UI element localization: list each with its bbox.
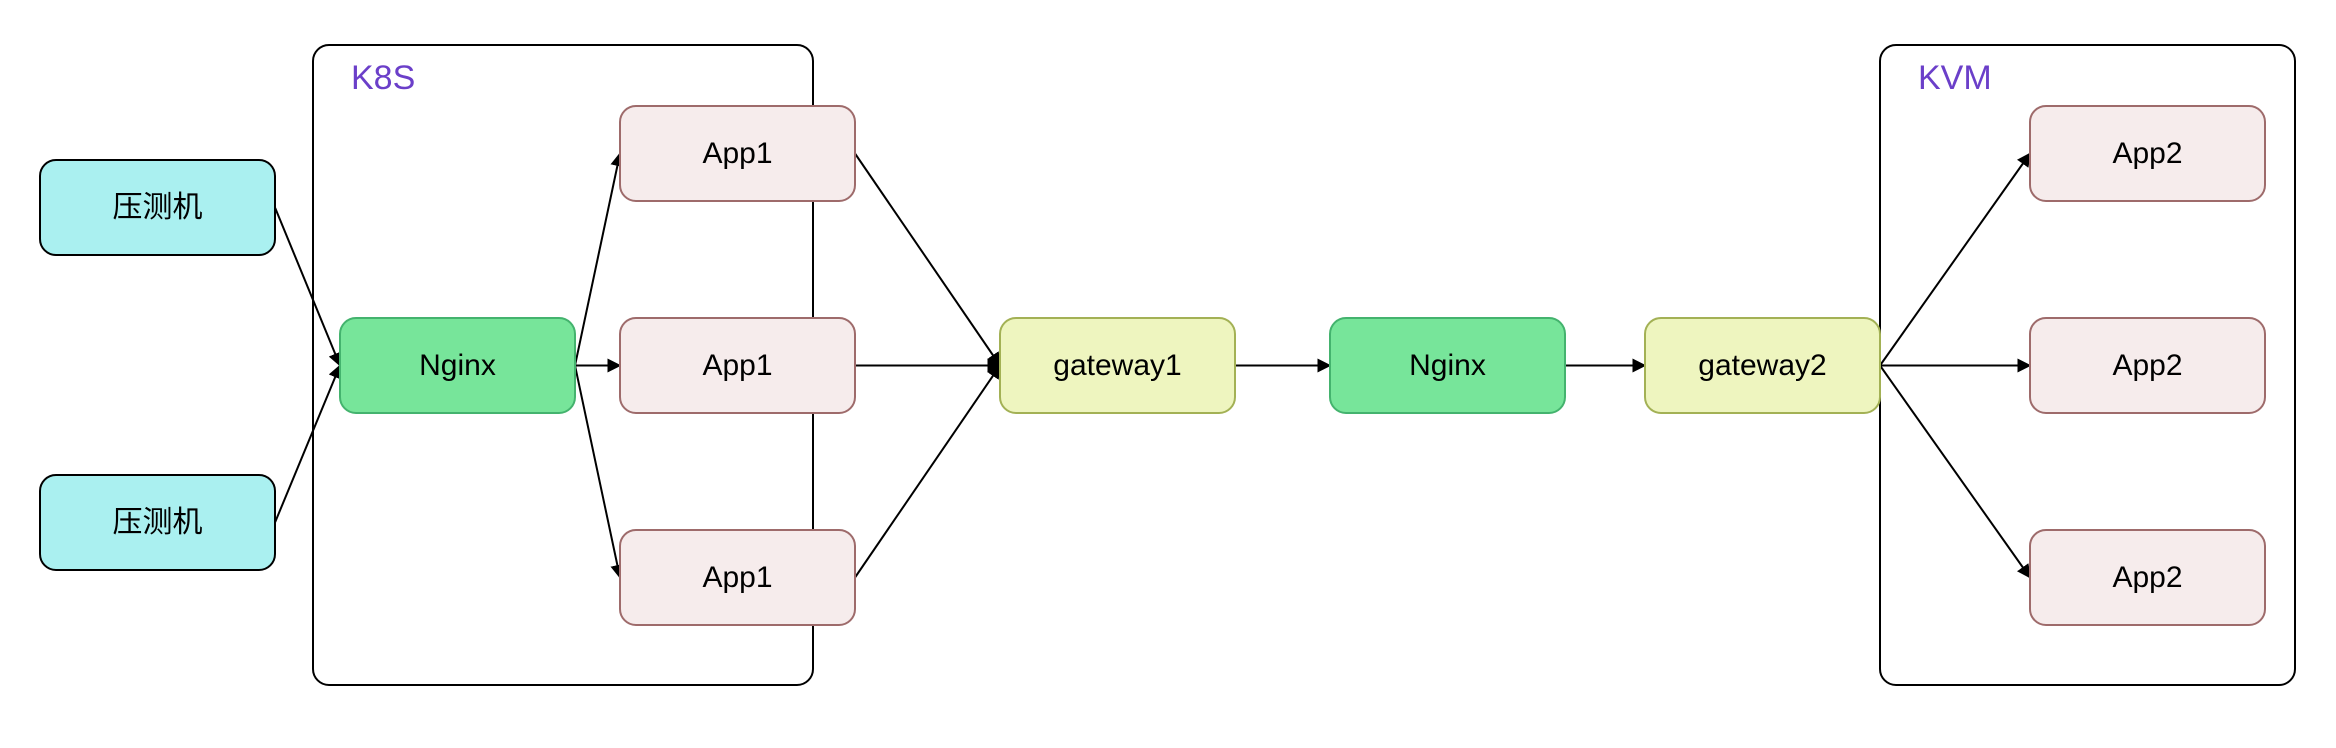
node-app1a: App1 <box>620 106 855 201</box>
edge-nginx1-to-app1c <box>575 366 620 578</box>
edge-app1a-to-gateway1 <box>855 154 1000 366</box>
node-label-app2b: App2 <box>2112 349 2182 382</box>
edge-press1-to-nginx1 <box>275 208 340 366</box>
architecture-diagram: K8SKVM压测机压测机NginxApp1App1App1gateway1Ngi… <box>0 0 2336 748</box>
node-app2a: App2 <box>2030 106 2265 201</box>
node-label-gateway2: gateway2 <box>1698 349 1826 382</box>
edge-press2-to-nginx1 <box>275 366 340 523</box>
container-label-k8s: K8S <box>351 59 415 97</box>
node-label-nginx2: Nginx <box>1409 349 1486 382</box>
node-label-press1: 压测机 <box>113 191 203 224</box>
node-label-nginx1: Nginx <box>419 349 496 382</box>
node-press1: 压测机 <box>40 160 275 255</box>
node-label-app1c: App1 <box>702 561 772 594</box>
node-nginx1: Nginx <box>340 318 575 413</box>
node-label-app2c: App2 <box>2112 561 2182 594</box>
node-gateway1: gateway1 <box>1000 318 1235 413</box>
node-label-app1b: App1 <box>702 349 772 382</box>
node-app1c: App1 <box>620 530 855 625</box>
node-label-press2: 压测机 <box>113 506 203 539</box>
container-label-kvm: KVM <box>1918 59 1992 97</box>
node-app2b: App2 <box>2030 318 2265 413</box>
node-app1b: App1 <box>620 318 855 413</box>
node-label-app1a: App1 <box>702 137 772 170</box>
node-press2: 压测机 <box>40 475 275 570</box>
node-app2c: App2 <box>2030 530 2265 625</box>
edge-gateway2-to-app2c <box>1880 366 2030 578</box>
node-label-app2a: App2 <box>2112 137 2182 170</box>
edge-app1c-to-gateway1 <box>855 366 1000 578</box>
node-gateway2: gateway2 <box>1645 318 1880 413</box>
node-nginx2: Nginx <box>1330 318 1565 413</box>
edge-gateway2-to-app2a <box>1880 154 2030 366</box>
edge-nginx1-to-app1a <box>575 154 620 366</box>
node-label-gateway1: gateway1 <box>1053 349 1181 382</box>
